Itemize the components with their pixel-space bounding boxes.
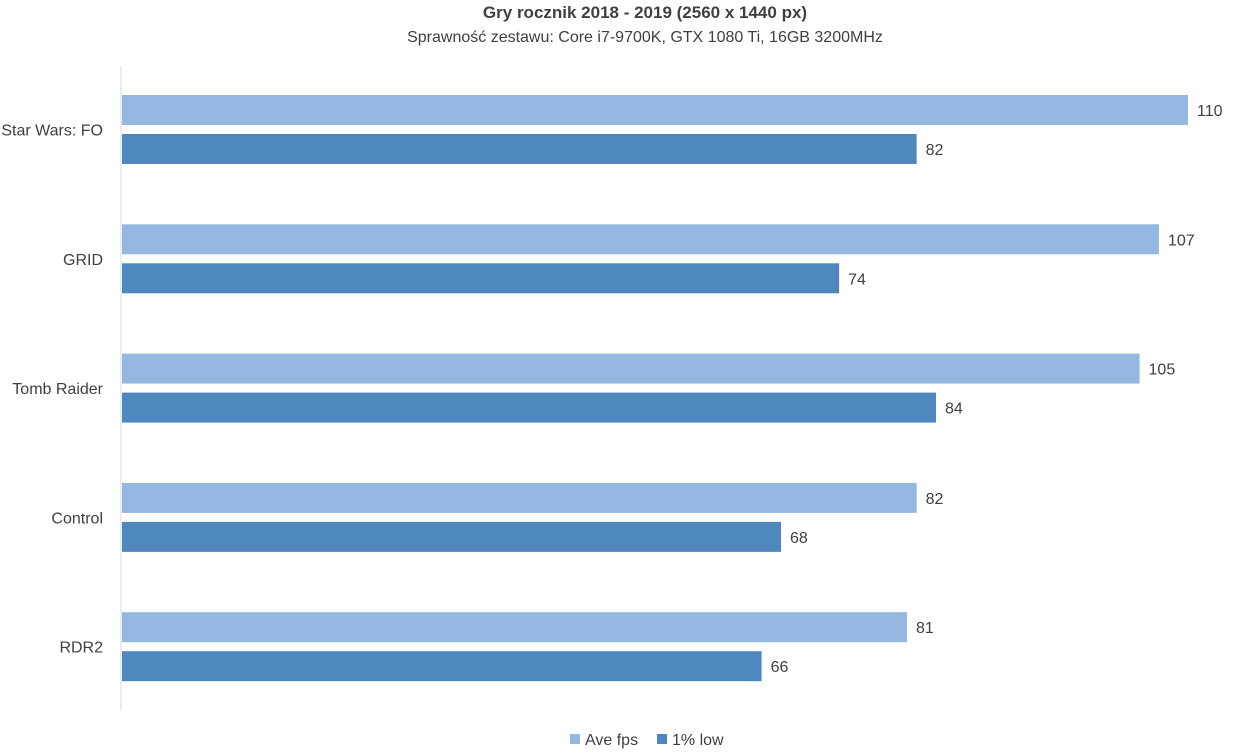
chart-title: Gry rocznik 2018 - 2019 (2560 x 1440 px) — [483, 3, 807, 22]
ave-fps-bar — [122, 353, 1140, 384]
ave-fps-bar — [122, 612, 907, 643]
data-label: 66 — [771, 659, 789, 676]
legend-label-ave-fps: Ave fps — [585, 732, 638, 749]
legend: Ave fps 1% low — [570, 732, 724, 749]
ave-fps-bar — [122, 95, 1188, 125]
legend-swatch-1pct-low — [657, 734, 667, 744]
category-label: Control — [51, 510, 103, 527]
data-label: 74 — [848, 271, 866, 288]
ave-fps-bar — [122, 482, 917, 513]
data-label: 68 — [790, 530, 808, 547]
low-1pct-bar — [122, 521, 781, 552]
category-label: RDR2 — [59, 640, 103, 657]
data-label: 82 — [926, 142, 944, 159]
data-label: 110 — [1197, 103, 1223, 120]
data-label: 84 — [945, 401, 963, 418]
data-label: 105 — [1149, 362, 1176, 379]
legend-label-1pct-low: 1% low — [672, 732, 724, 749]
category-label: Star Wars: FO — [1, 123, 103, 140]
legend-swatch-ave-fps — [570, 734, 580, 744]
bars-group: Star Wars: FO 110 82 GRID 107 74 Tomb Raider 10… — [1, 95, 1223, 682]
low-1pct-bar — [122, 263, 840, 294]
low-1pct-bar — [122, 651, 762, 682]
category-label: GRID — [63, 252, 103, 269]
data-label: 107 — [1168, 232, 1195, 249]
category-label: Tomb Raider — [12, 381, 103, 398]
data-label: 82 — [926, 491, 944, 508]
low-1pct-bar — [122, 134, 917, 164]
ave-fps-bar — [122, 224, 1159, 255]
data-label: 81 — [916, 620, 934, 637]
low-1pct-bar — [122, 392, 937, 423]
chart-subtitle: Sprawność zestawu: Core i7-9700K, GTX 10… — [407, 29, 883, 46]
